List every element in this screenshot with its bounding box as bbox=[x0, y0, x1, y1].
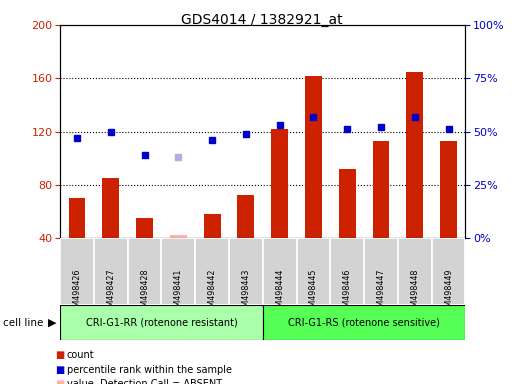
Text: CRI-G1-RR (rotenone resistant): CRI-G1-RR (rotenone resistant) bbox=[86, 318, 237, 328]
Text: GDS4014 / 1382921_at: GDS4014 / 1382921_at bbox=[180, 13, 343, 27]
Bar bbox=[331, 238, 364, 305]
Text: GSM498441: GSM498441 bbox=[174, 268, 183, 317]
Bar bbox=[69, 198, 85, 238]
Bar bbox=[297, 238, 331, 305]
Bar bbox=[162, 238, 195, 305]
Text: GSM498444: GSM498444 bbox=[275, 268, 284, 317]
Bar bbox=[94, 238, 128, 305]
Bar bbox=[364, 238, 398, 305]
Bar bbox=[398, 238, 431, 305]
Text: GSM498448: GSM498448 bbox=[411, 268, 419, 317]
Bar bbox=[60, 238, 94, 305]
Bar bbox=[271, 129, 288, 238]
Text: percentile rank within the sample: percentile rank within the sample bbox=[67, 365, 232, 375]
Text: GSM498447: GSM498447 bbox=[377, 268, 385, 317]
Text: GSM498442: GSM498442 bbox=[208, 268, 217, 317]
Bar bbox=[263, 305, 465, 340]
Text: GSM498426: GSM498426 bbox=[73, 268, 82, 317]
Text: value, Detection Call = ABSENT: value, Detection Call = ABSENT bbox=[67, 379, 222, 384]
Text: GSM498427: GSM498427 bbox=[106, 268, 115, 317]
Bar bbox=[431, 238, 465, 305]
Text: ■: ■ bbox=[55, 379, 65, 384]
Text: GSM498449: GSM498449 bbox=[444, 268, 453, 317]
Text: GSM498443: GSM498443 bbox=[242, 268, 251, 317]
Bar bbox=[440, 141, 457, 238]
Bar bbox=[229, 238, 263, 305]
Text: ■: ■ bbox=[55, 365, 65, 375]
Bar bbox=[195, 238, 229, 305]
Text: GSM498445: GSM498445 bbox=[309, 268, 318, 317]
Bar bbox=[136, 218, 153, 238]
Text: CRI-G1-RS (rotenone sensitive): CRI-G1-RS (rotenone sensitive) bbox=[288, 318, 440, 328]
Text: count: count bbox=[67, 350, 95, 360]
Text: GSM498428: GSM498428 bbox=[140, 268, 149, 317]
Text: ▶: ▶ bbox=[48, 318, 56, 328]
Bar bbox=[263, 238, 297, 305]
Bar bbox=[103, 178, 119, 238]
Bar bbox=[128, 238, 162, 305]
Bar bbox=[305, 76, 322, 238]
Bar bbox=[203, 214, 221, 238]
Bar bbox=[60, 305, 263, 340]
Text: GSM498446: GSM498446 bbox=[343, 268, 352, 317]
Text: ■: ■ bbox=[55, 350, 65, 360]
Bar bbox=[339, 169, 356, 238]
Bar bbox=[170, 235, 187, 238]
Bar bbox=[372, 141, 390, 238]
Text: cell line: cell line bbox=[3, 318, 43, 328]
Bar bbox=[406, 71, 423, 238]
Bar bbox=[237, 195, 254, 238]
